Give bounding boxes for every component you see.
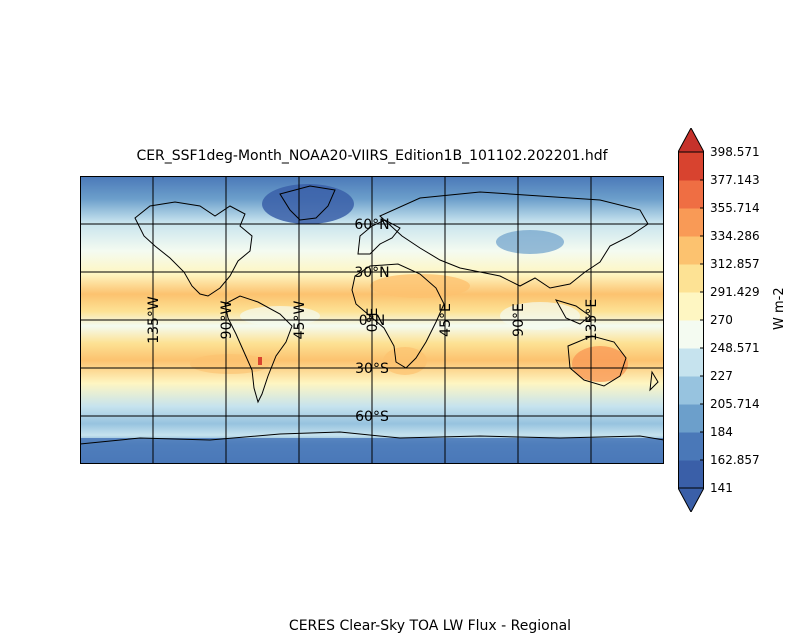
longitude-label: 0°E bbox=[365, 308, 381, 333]
latitude-label: 60°N bbox=[354, 217, 389, 233]
graticule bbox=[80, 176, 664, 464]
colorbar-bin bbox=[678, 152, 704, 181]
colorbar-tick-label: 141 bbox=[710, 481, 733, 495]
latitude-label: 30°S bbox=[355, 361, 389, 377]
colorbar-tick-label: 205.714 bbox=[710, 397, 760, 411]
colorbar-tick-label: 377.143 bbox=[710, 173, 760, 187]
colorbar-bin bbox=[678, 348, 704, 377]
colorbar-tick-label: 312.857 bbox=[710, 257, 760, 271]
colorbar-bin bbox=[678, 460, 704, 489]
colorbar-bin bbox=[678, 180, 704, 209]
figure-footer: CERES Clear-Sky TOA LW Flux - Regional bbox=[288, 618, 572, 634]
colorbar-tick-label: 162.857 bbox=[710, 453, 760, 467]
graticule-labels: 60°N 30°N 0°N 30°S 60°S 135°W 90°W 45°W 0°E 45°E 9… bbox=[146, 217, 600, 425]
colorbar-bin bbox=[678, 292, 704, 321]
map-frame bbox=[80, 176, 664, 464]
longitude-label: 135°W bbox=[146, 296, 162, 344]
colorbar-tick-label: 184 bbox=[710, 425, 733, 439]
latitude-label: 0°N bbox=[359, 313, 385, 329]
colorbar-tick-label: 248.571 bbox=[710, 341, 760, 355]
colorbar-bin bbox=[678, 208, 704, 237]
colorbar-max-extension bbox=[678, 128, 704, 153]
latitude-label: 60°S bbox=[355, 409, 389, 425]
longitude-label: 135°E bbox=[584, 299, 600, 342]
colorbar-tick-label: 334.286 bbox=[710, 229, 760, 243]
latitude-label: 30°N bbox=[354, 265, 389, 281]
longitude-label: 45°E bbox=[438, 303, 454, 337]
longitude-label: 90°W bbox=[219, 301, 235, 340]
colorbar-bin bbox=[678, 236, 704, 265]
colorbar-units: W m-2 bbox=[772, 287, 787, 330]
map-title: CER_SSF1deg-Month_NOAA20-VIIRS_Edition1B… bbox=[136, 148, 608, 164]
longitude-label: 90°E bbox=[511, 303, 527, 337]
map-canvas: 60°N 30°N 0°N 30°S 60°S 135°W 90°W 45°W 0°E 45°E 9… bbox=[80, 176, 664, 464]
colorbar-tick-label: 270 bbox=[710, 313, 733, 327]
colorbar-min-extension bbox=[678, 487, 704, 512]
colorbar-graphic bbox=[678, 128, 704, 512]
flux-map: 60°N 30°N 0°N 30°S 60°S 135°W 90°W 45°W 0°E 45°E 9… bbox=[80, 176, 664, 464]
longitude-label: 45°W bbox=[292, 301, 308, 340]
colorbar-bin bbox=[678, 376, 704, 405]
colorbar-tick-label: 398.571 bbox=[710, 145, 760, 159]
colorbar-tick-label: 291.429 bbox=[710, 285, 760, 299]
colorbar-tick-label: 227 bbox=[710, 369, 733, 383]
colorbar-bin bbox=[678, 264, 704, 293]
colorbar-bin bbox=[678, 404, 704, 433]
colorbar bbox=[678, 128, 704, 512]
colorbar-bin bbox=[678, 432, 704, 461]
colorbar-tick-label: 355.714 bbox=[710, 201, 760, 215]
colorbar-bin bbox=[678, 320, 704, 349]
